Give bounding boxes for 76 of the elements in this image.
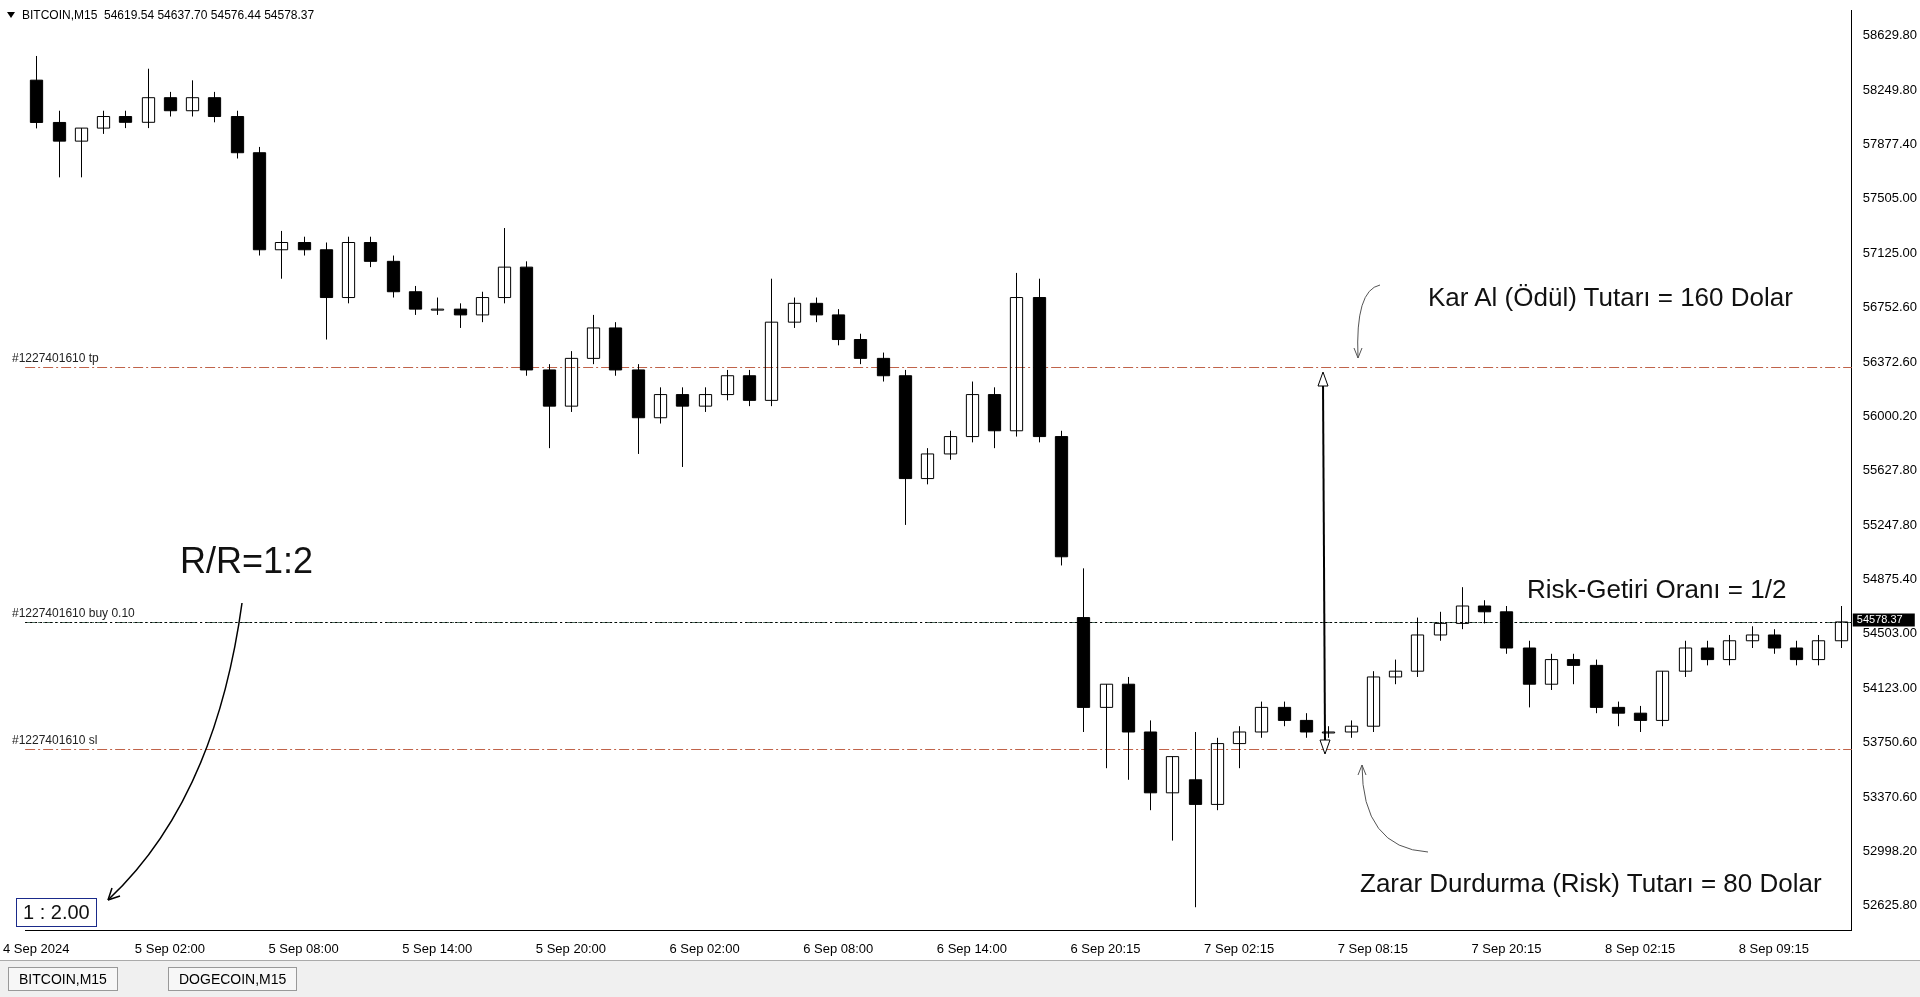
x-tick-label: 4 Sep 2024	[3, 940, 70, 956]
candlestick	[96, 110, 111, 135]
candlestick	[1165, 756, 1180, 842]
ref-line-label: 54578.37	[1856, 613, 1903, 626]
candlestick	[943, 430, 958, 461]
candlestick	[497, 227, 512, 304]
x-tick-label: 6 Sep 08:00	[803, 940, 874, 956]
y-tick-label: 54503.00	[1862, 624, 1918, 640]
y-tick-label: 58629.80	[1862, 27, 1918, 43]
y-tick-label: 55247.80	[1862, 516, 1918, 532]
x-tick-label: 5 Sep 02:00	[134, 940, 205, 956]
y-tick-label: 53370.60	[1862, 788, 1918, 804]
x-tick-label: 5 Sep 08:00	[268, 940, 339, 956]
y-tick-label: 54123.00	[1862, 679, 1918, 695]
y-tick-label: 57505.00	[1862, 189, 1918, 205]
y-tick-label: 57877.40	[1862, 135, 1918, 151]
x-tick-label: 5 Sep 20:00	[535, 940, 606, 956]
candlestick	[720, 369, 735, 401]
candlestick	[1745, 625, 1760, 649]
candlestick	[1388, 659, 1403, 685]
x-tick-label: 6 Sep 14:00	[936, 940, 1007, 956]
annotation: Kar Al (Ödül) Tutarı = 160 Dolar	[1428, 282, 1793, 313]
y-tick-label: 56000.20	[1862, 407, 1918, 423]
candlestick	[1232, 725, 1247, 769]
candlestick	[586, 314, 601, 365]
candlestick	[341, 236, 356, 304]
text: DOGECOIN,M15	[168, 967, 298, 991]
y-tick-label: 52625.80	[1862, 896, 1918, 912]
x-tick-label: 8 Sep 09:15	[1738, 940, 1809, 956]
x-tick-label: 7 Sep 02:15	[1204, 940, 1275, 956]
candlestick	[74, 127, 89, 178]
y-tick-label: 57125.00	[1862, 244, 1918, 260]
candlestick	[1834, 605, 1849, 649]
candlestick	[1366, 670, 1381, 733]
annotation: 1 : 2.00	[16, 898, 97, 927]
y-tick-label: 56752.60	[1862, 298, 1918, 314]
y-tick-label: 52998.20	[1862, 842, 1918, 858]
candlestick	[965, 381, 980, 443]
candlestick	[185, 79, 200, 118]
candlestick	[1722, 634, 1737, 666]
annotation: Risk-Getiri Oranı = 1/2	[1527, 574, 1787, 605]
candlestick	[764, 278, 779, 407]
candlestick	[698, 386, 713, 413]
candlestick	[1254, 701, 1269, 739]
candlestick	[141, 68, 156, 129]
candlestick	[1655, 670, 1670, 727]
x-tick-label: 6 Sep 20:15	[1070, 940, 1141, 956]
y-tick-label: 55627.80	[1862, 461, 1918, 477]
chart-title: BITCOIN,M15 54619.54 54637.70 54576.44 54578.37	[22, 8, 315, 23]
candlestick	[564, 350, 579, 413]
candlestick	[1099, 683, 1114, 769]
annotation: R/R=1:2	[180, 540, 314, 582]
ref-line-label: #1227401610 tp	[12, 350, 100, 365]
ref-line-label: #1227401610 buy 0.10	[12, 605, 136, 620]
candlestick	[274, 230, 289, 280]
x-tick-label: 6 Sep 02:00	[669, 940, 740, 956]
candlestick	[475, 291, 490, 323]
x-tick-label: 7 Sep 20:15	[1471, 940, 1542, 956]
x-tick-label: 7 Sep 08:15	[1337, 940, 1408, 956]
candlestick	[787, 297, 802, 329]
candlestick	[920, 447, 935, 485]
candlestick	[1544, 653, 1559, 691]
ref-line-label: #1227401610 sl	[12, 732, 98, 747]
candlestick	[1678, 640, 1693, 678]
y-tick-label: 54875.40	[1862, 570, 1918, 586]
candlestick	[1811, 634, 1826, 666]
x-tick-label: 5 Sep 14:00	[402, 940, 473, 956]
y-tick-label: 58249.80	[1862, 82, 1918, 98]
y-tick-label: 56372.60	[1862, 353, 1918, 369]
annotation: Zarar Durdurma (Risk) Tutarı = 80 Dolar	[1360, 868, 1822, 899]
candlestick	[653, 386, 668, 425]
y-tick-label: 53750.60	[1862, 733, 1918, 749]
x-tick-label: 8 Sep 02:15	[1605, 940, 1676, 956]
candlestick	[1009, 272, 1024, 438]
candlestick	[1210, 737, 1225, 811]
text: BITCOIN,M15	[8, 967, 118, 991]
